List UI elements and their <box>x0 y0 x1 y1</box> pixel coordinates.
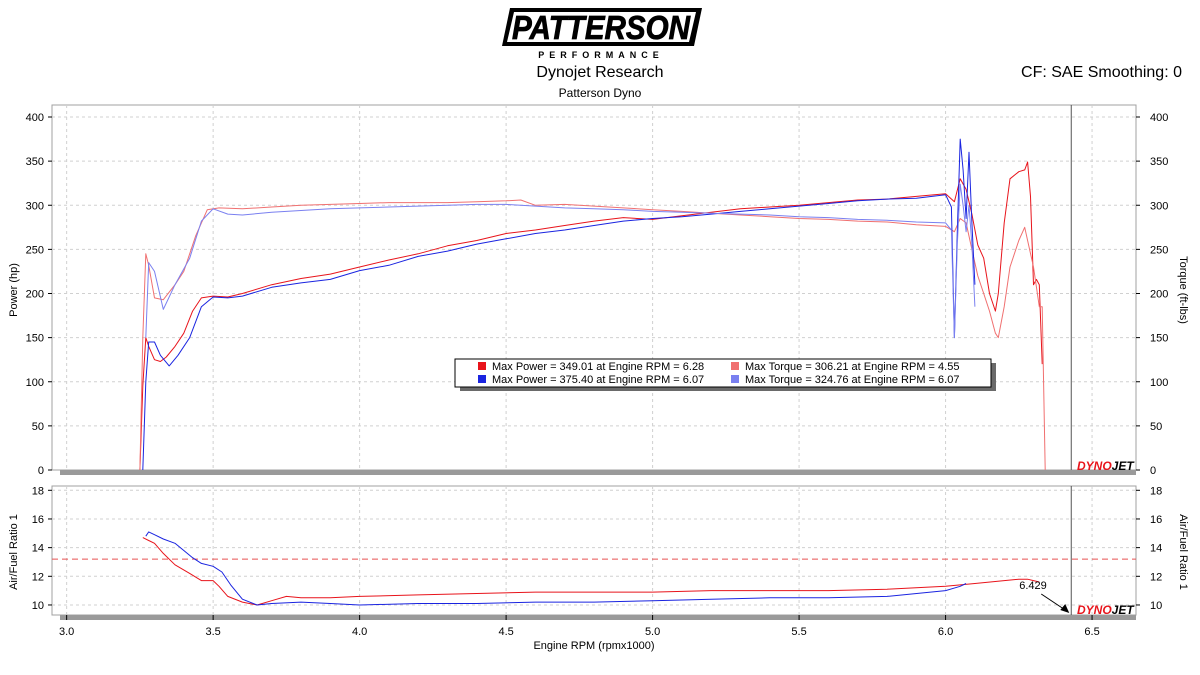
top-gridlines <box>52 105 1136 470</box>
bottom-plot-area <box>51 485 1137 616</box>
svg-text:DYNOJET: DYNOJET <box>1077 603 1135 617</box>
svg-text:DYNOJET: DYNOJET <box>1077 459 1135 473</box>
afr-lines <box>142 531 1040 606</box>
rpm-tick-label: 4.5 <box>498 626 513 638</box>
power-torque-lines <box>139 138 1046 470</box>
power-torque-series-0 <box>139 161 1043 470</box>
power-tick-label: 300 <box>26 200 44 212</box>
legend-swatch <box>478 375 486 383</box>
dynojet-mark-bottom: DYNOJET <box>1077 603 1135 617</box>
afr-tick-label-right: 16 <box>1150 514 1162 526</box>
cursor-value-label: 6.429 <box>1019 580 1047 592</box>
afr-tick-label-right: 18 <box>1150 485 1162 497</box>
power-tick-label: 0 <box>38 465 44 477</box>
rpm-axis-label: Engine RPM (rpmx1000) <box>533 640 654 652</box>
company-title: Dynojet Research <box>536 64 664 81</box>
torque-tick-label: 50 <box>1150 421 1162 433</box>
dynojet-mark-top: DYNOJET <box>1077 459 1135 473</box>
afr-tick-label: 12 <box>32 571 44 583</box>
legend-entry: Max Torque = 306.21 at Engine RPM = 4.55 <box>745 361 959 373</box>
afr-tick-label-right: 14 <box>1150 543 1162 555</box>
power-torque-series-3 <box>145 183 976 339</box>
afr-tick-label: 14 <box>32 543 44 555</box>
rpm-tick-label: 6.0 <box>938 626 953 638</box>
rpm-cursor[interactable]: 6.429 <box>1019 105 1072 615</box>
power-torque-series-1 <box>139 199 1046 470</box>
logo-subtext: PERFORMANCE <box>538 50 664 60</box>
logo-inner <box>507 12 696 42</box>
dynojet-jet-top: JET <box>1112 459 1136 473</box>
legend-swatch <box>731 375 739 383</box>
bottom-panel-shadow <box>60 615 1136 620</box>
torque-tick-label: 150 <box>1150 333 1168 345</box>
rpm-tick-label: 6.5 <box>1084 626 1099 638</box>
dyno-name: Patterson Dyno <box>558 86 642 100</box>
power-tick-label: 400 <box>26 112 44 124</box>
dynojet-jet-bottom: JET <box>1112 603 1136 617</box>
torque-tick-label: 400 <box>1150 112 1168 124</box>
power-tick-label: 250 <box>26 244 44 256</box>
afr-tick-label: 10 <box>32 600 44 612</box>
afr-tick-label: 18 <box>32 485 44 497</box>
power-tick-label: 100 <box>26 377 44 389</box>
x-axis-ticks: 3.0 3.5 4.0 4.5 5.0 5.5 6.0 6.5 <box>59 615 1100 638</box>
afr-axis-label-left: Air/Fuel Ratio 1 <box>8 514 20 590</box>
top-y-ticks: 0 0 50 50 100 100 150 150 200 200 250 250 300 300 350 3… <box>26 112 1169 477</box>
afr-series-1 <box>145 531 967 606</box>
power-torque-panel: 0 0 50 50 100 100 150 150 200 200 250 250 300 300 350 3… <box>26 104 1169 477</box>
legend-entry: Max Power = 349.01 at Engine RPM = 6.28 <box>492 361 704 373</box>
torque-axis-label: Torque (ft-lbs) <box>1177 256 1189 324</box>
rpm-tick-label: 3.0 <box>59 626 74 638</box>
top-panel-shadow <box>60 470 1136 475</box>
dynojet-dyno-bottom: DYNO <box>1077 603 1112 617</box>
bottom-y-ticks: 10 10 12 12 14 14 16 16 18 18 <box>32 485 1163 612</box>
torque-tick-label: 300 <box>1150 200 1168 212</box>
rpm-tick-label: 5.0 <box>645 626 660 638</box>
torque-tick-label: 250 <box>1150 244 1168 256</box>
torque-tick-label: 0 <box>1150 465 1156 477</box>
power-tick-label: 50 <box>32 421 44 433</box>
patterson-performance-logo: PATTERSON PERFORMANCE <box>502 8 702 60</box>
afr-panel: 10 10 12 12 14 14 16 16 18 18 3.0 3.5 4.0 4.5 5.0 5.5 6… <box>32 485 1163 638</box>
legend-entry: Max Torque = 324.76 at Engine RPM = 6.07 <box>745 374 959 386</box>
power-tick-label: 350 <box>26 156 44 168</box>
rpm-tick-label: 3.5 <box>205 626 220 638</box>
legend-swatch <box>478 362 486 370</box>
afr-axis-label-right: Air/Fuel Ratio 1 <box>1177 514 1189 590</box>
afr-tick-label-right: 10 <box>1150 600 1162 612</box>
dynojet-dyno-top: DYNO <box>1077 459 1112 473</box>
logo-wordmark: PATTERSON <box>512 9 691 46</box>
rpm-tick-label: 4.0 <box>352 626 367 638</box>
afr-tick-label: 16 <box>32 514 44 526</box>
torque-tick-label: 100 <box>1150 377 1168 389</box>
rpm-tick-label: 5.5 <box>791 626 806 638</box>
correction-factor-label: CF: SAE Smoothing: 0 <box>1021 64 1182 81</box>
cursor-pointer-line <box>1040 593 1066 611</box>
cursor-arrowhead <box>1060 604 1070 613</box>
afr-tick-label-right: 12 <box>1150 571 1162 583</box>
legend: Max Power = 349.01 at Engine RPM = 6.28 M… <box>454 358 996 391</box>
power-axis-label: Power (hp) <box>8 263 20 317</box>
power-tick-label: 200 <box>26 289 44 301</box>
legend-swatch <box>731 362 739 370</box>
bottom-gridlines <box>52 486 1136 615</box>
torque-tick-label: 350 <box>1150 156 1168 168</box>
top-plot-area <box>51 104 1137 471</box>
torque-tick-label: 200 <box>1150 289 1168 301</box>
legend-box <box>454 358 992 388</box>
legend-entry: Max Power = 375.40 at Engine RPM = 6.07 <box>492 374 704 386</box>
power-tick-label: 150 <box>26 333 44 345</box>
